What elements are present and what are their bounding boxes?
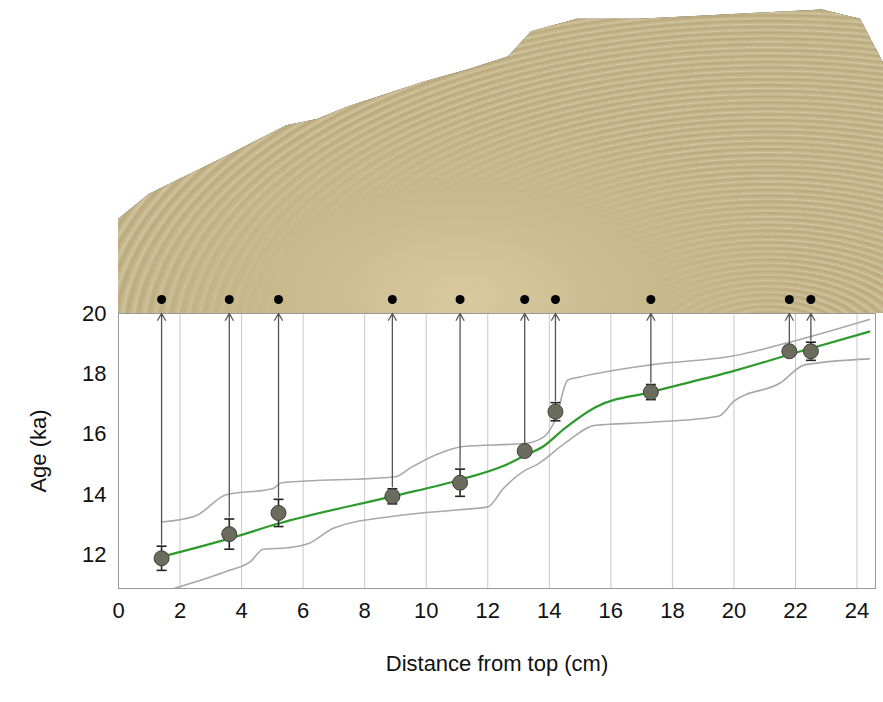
svg-text:18: 18 bbox=[660, 598, 684, 623]
svg-text:Distance from top (cm): Distance from top (cm) bbox=[386, 651, 609, 676]
svg-text:6: 6 bbox=[297, 598, 309, 623]
svg-text:24: 24 bbox=[845, 598, 869, 623]
svg-text:2: 2 bbox=[174, 598, 186, 623]
svg-text:12: 12 bbox=[476, 598, 500, 623]
svg-text:0: 0 bbox=[112, 598, 124, 623]
svg-text:Age (ka): Age (ka) bbox=[26, 409, 51, 492]
svg-text:22: 22 bbox=[783, 598, 807, 623]
svg-text:10: 10 bbox=[414, 598, 438, 623]
svg-text:14: 14 bbox=[537, 598, 561, 623]
svg-text:4: 4 bbox=[235, 598, 247, 623]
svg-text:12: 12 bbox=[82, 542, 106, 567]
svg-text:20: 20 bbox=[82, 301, 106, 326]
svg-text:14: 14 bbox=[82, 482, 106, 507]
svg-text:16: 16 bbox=[82, 421, 106, 446]
svg-text:18: 18 bbox=[82, 361, 106, 386]
svg-text:16: 16 bbox=[599, 598, 623, 623]
svg-text:8: 8 bbox=[359, 598, 371, 623]
svg-text:20: 20 bbox=[722, 598, 746, 623]
